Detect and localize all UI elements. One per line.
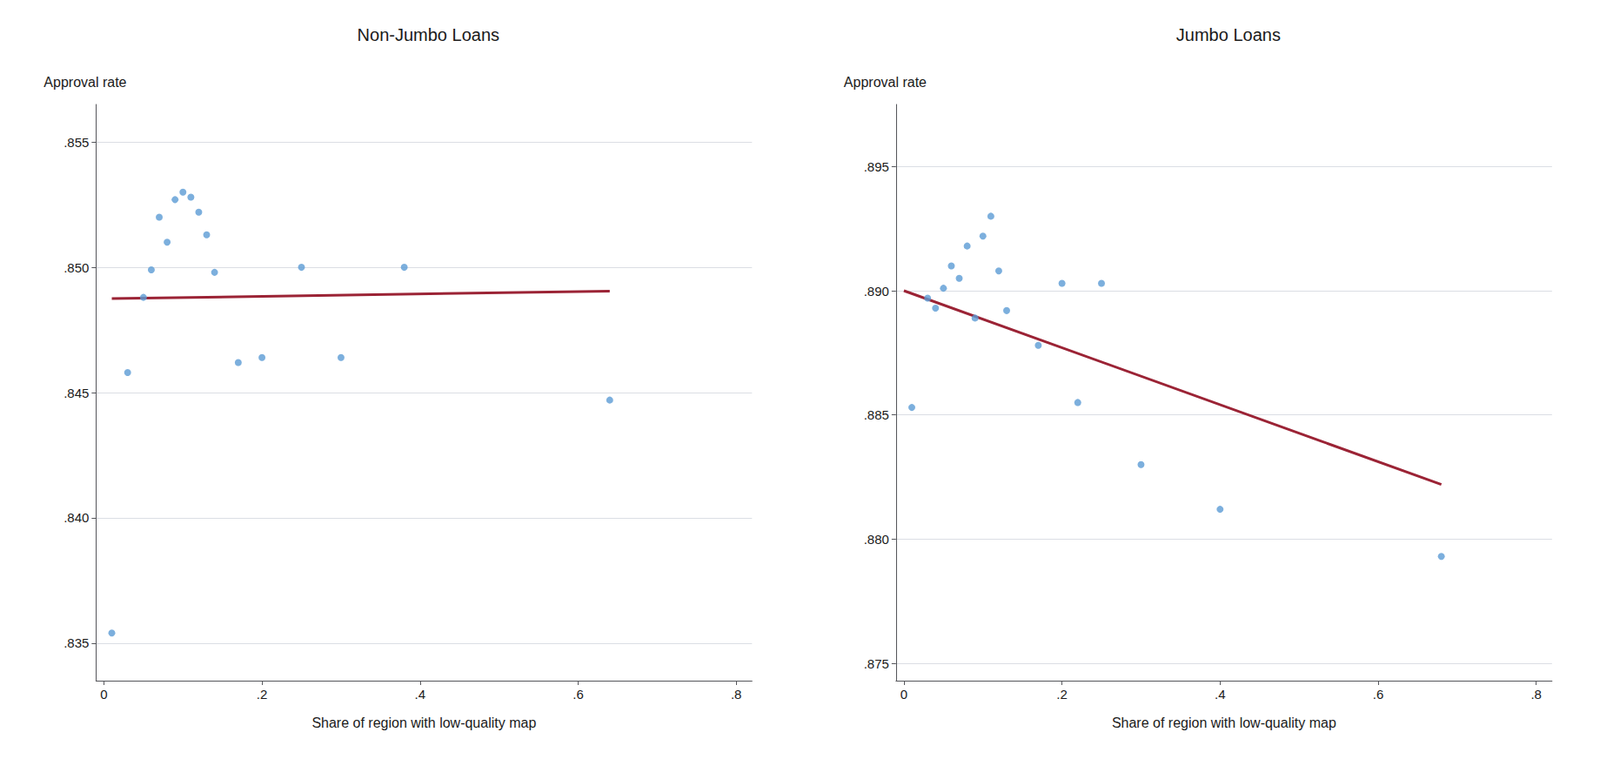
svg-text:Approval rate: Approval rate — [43, 74, 127, 90]
svg-text:.6: .6 — [1372, 686, 1385, 702]
svg-text:.855: .855 — [63, 134, 89, 150]
svg-text:0: 0 — [100, 686, 108, 702]
svg-text:.4: .4 — [1214, 686, 1226, 702]
svg-text:.880: .880 — [863, 531, 890, 547]
svg-text:.2: .2 — [1056, 686, 1068, 702]
svg-text:.875: .875 — [863, 656, 890, 671]
svg-text:.8: .8 — [730, 686, 743, 702]
svg-text:.4: .4 — [415, 686, 427, 702]
svg-text:Share of region with low-quali: Share of region with low-quality map — [311, 715, 536, 730]
svg-text:Share of region with low-quali: Share of region with low-quality map — [1111, 715, 1337, 730]
svg-text:.2: .2 — [256, 686, 268, 702]
svg-text:.885: .885 — [863, 407, 890, 422]
svg-text:.835: .835 — [63, 635, 89, 650]
svg-text:.845: .845 — [63, 385, 89, 401]
svg-text:.8: .8 — [1530, 686, 1542, 702]
svg-text:Jumbo Loans: Jumbo Loans — [1176, 25, 1281, 45]
svg-text:0: 0 — [900, 686, 908, 702]
svg-text:.895: .895 — [863, 159, 890, 175]
svg-text:Approval rate: Approval rate — [843, 74, 927, 90]
svg-text:.6: .6 — [572, 686, 584, 702]
svg-text:.850: .850 — [63, 260, 89, 275]
svg-text:Non-Jumbo Loans: Non-Jumbo Loans — [357, 25, 500, 45]
svg-text:.890: .890 — [863, 283, 890, 299]
svg-text:.840: .840 — [63, 509, 89, 525]
